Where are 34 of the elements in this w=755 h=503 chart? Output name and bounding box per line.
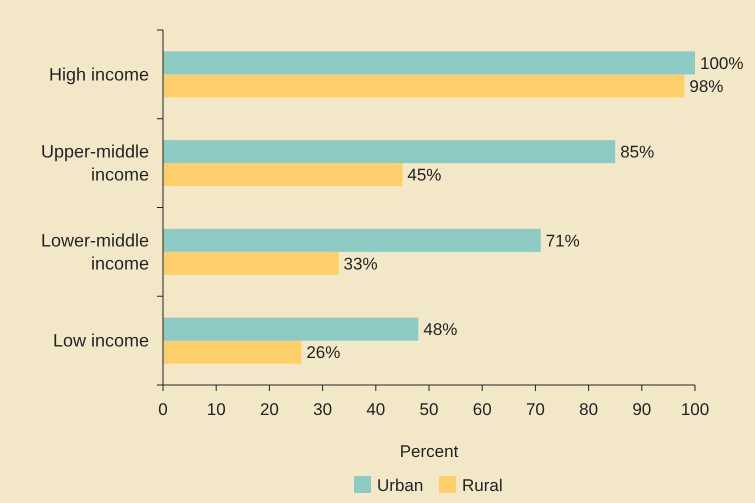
- data-label: 33%: [344, 254, 378, 274]
- x-tick-label: 30: [313, 400, 332, 419]
- x-tick-label: 100: [680, 400, 710, 419]
- x-tick-label: 70: [526, 400, 545, 419]
- legend-label: Rural: [462, 476, 503, 495]
- x-axis-title: Percent: [400, 442, 459, 461]
- x-tick-label: 0: [158, 400, 168, 419]
- bar: [163, 228, 541, 252]
- x-tick-label: 60: [472, 400, 492, 419]
- bar: [163, 252, 339, 275]
- data-label: 85%: [620, 142, 654, 162]
- y-tick-label: High income: [48, 64, 149, 84]
- x-tick-label: 20: [260, 400, 279, 419]
- x-tick-label: 90: [632, 400, 652, 419]
- data-label: 71%: [546, 231, 580, 250]
- bar: [163, 163, 402, 186]
- data-label: 45%: [407, 166, 442, 185]
- data-label: 100%: [700, 54, 744, 73]
- data-label: 98%: [689, 76, 724, 96]
- y-tick-label: Upper-middle income: [40, 142, 149, 185]
- bar: [163, 318, 418, 341]
- bar: [163, 340, 302, 364]
- data-label: 26%: [306, 343, 340, 362]
- bar: [163, 140, 616, 164]
- legend-label: Urban: [377, 476, 424, 495]
- bar: [163, 51, 695, 74]
- bar: [163, 74, 684, 98]
- x-tick-label: 80: [579, 400, 598, 419]
- x-tick-label: 40: [366, 400, 386, 419]
- x-tick-label: 50: [420, 400, 438, 419]
- y-tick-label: Lower-middle income: [40, 230, 149, 274]
- y-tick-label: Low income: [52, 330, 149, 351]
- x-tick-label: 10: [206, 400, 226, 419]
- data-label: 48%: [423, 320, 458, 340]
